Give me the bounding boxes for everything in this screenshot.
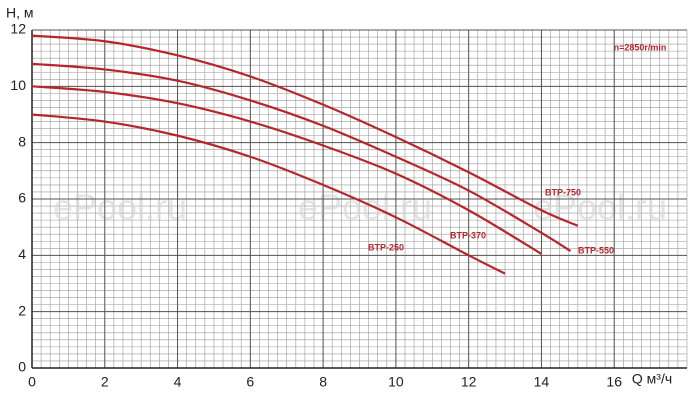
y-tick-label: 6 — [18, 190, 26, 206]
x-tick-label: 12 — [461, 374, 477, 390]
watermark: ePool.ru — [298, 187, 432, 228]
series-label: BTP-750 — [545, 187, 581, 197]
x-tick-label: 14 — [534, 374, 550, 390]
series-label: BTP-550 — [578, 245, 614, 255]
y-tick-label: 10 — [10, 77, 26, 93]
watermark: ePool.ru — [533, 187, 667, 228]
y-tick-label: 8 — [18, 133, 26, 149]
y-axis-label: H, м — [6, 5, 34, 21]
x-tick-label: 8 — [319, 374, 327, 390]
curve — [31, 85, 543, 255]
y-tick-label: 0 — [18, 359, 26, 375]
curve — [31, 62, 572, 253]
series-label: BTP-250 — [368, 242, 404, 252]
watermark: ePool.ru — [53, 187, 187, 228]
x-tick-label: 10 — [388, 374, 404, 390]
x-tick-label: 2 — [101, 374, 109, 390]
curve — [31, 113, 506, 275]
x-tick-label: 16 — [606, 374, 622, 390]
annotation: n=2850r/min — [614, 42, 667, 52]
x-tick-label: 0 — [28, 374, 36, 390]
y-tick-label: 12 — [10, 21, 26, 37]
x-tick-label: 6 — [246, 374, 254, 390]
y-tick-label: 2 — [18, 302, 26, 318]
series-label: BTP-370 — [450, 230, 486, 240]
x-tick-label: 4 — [174, 374, 182, 390]
x-axis-label: Q м³/ч — [632, 371, 672, 387]
y-tick-label: 4 — [18, 246, 26, 262]
curve — [31, 34, 579, 227]
